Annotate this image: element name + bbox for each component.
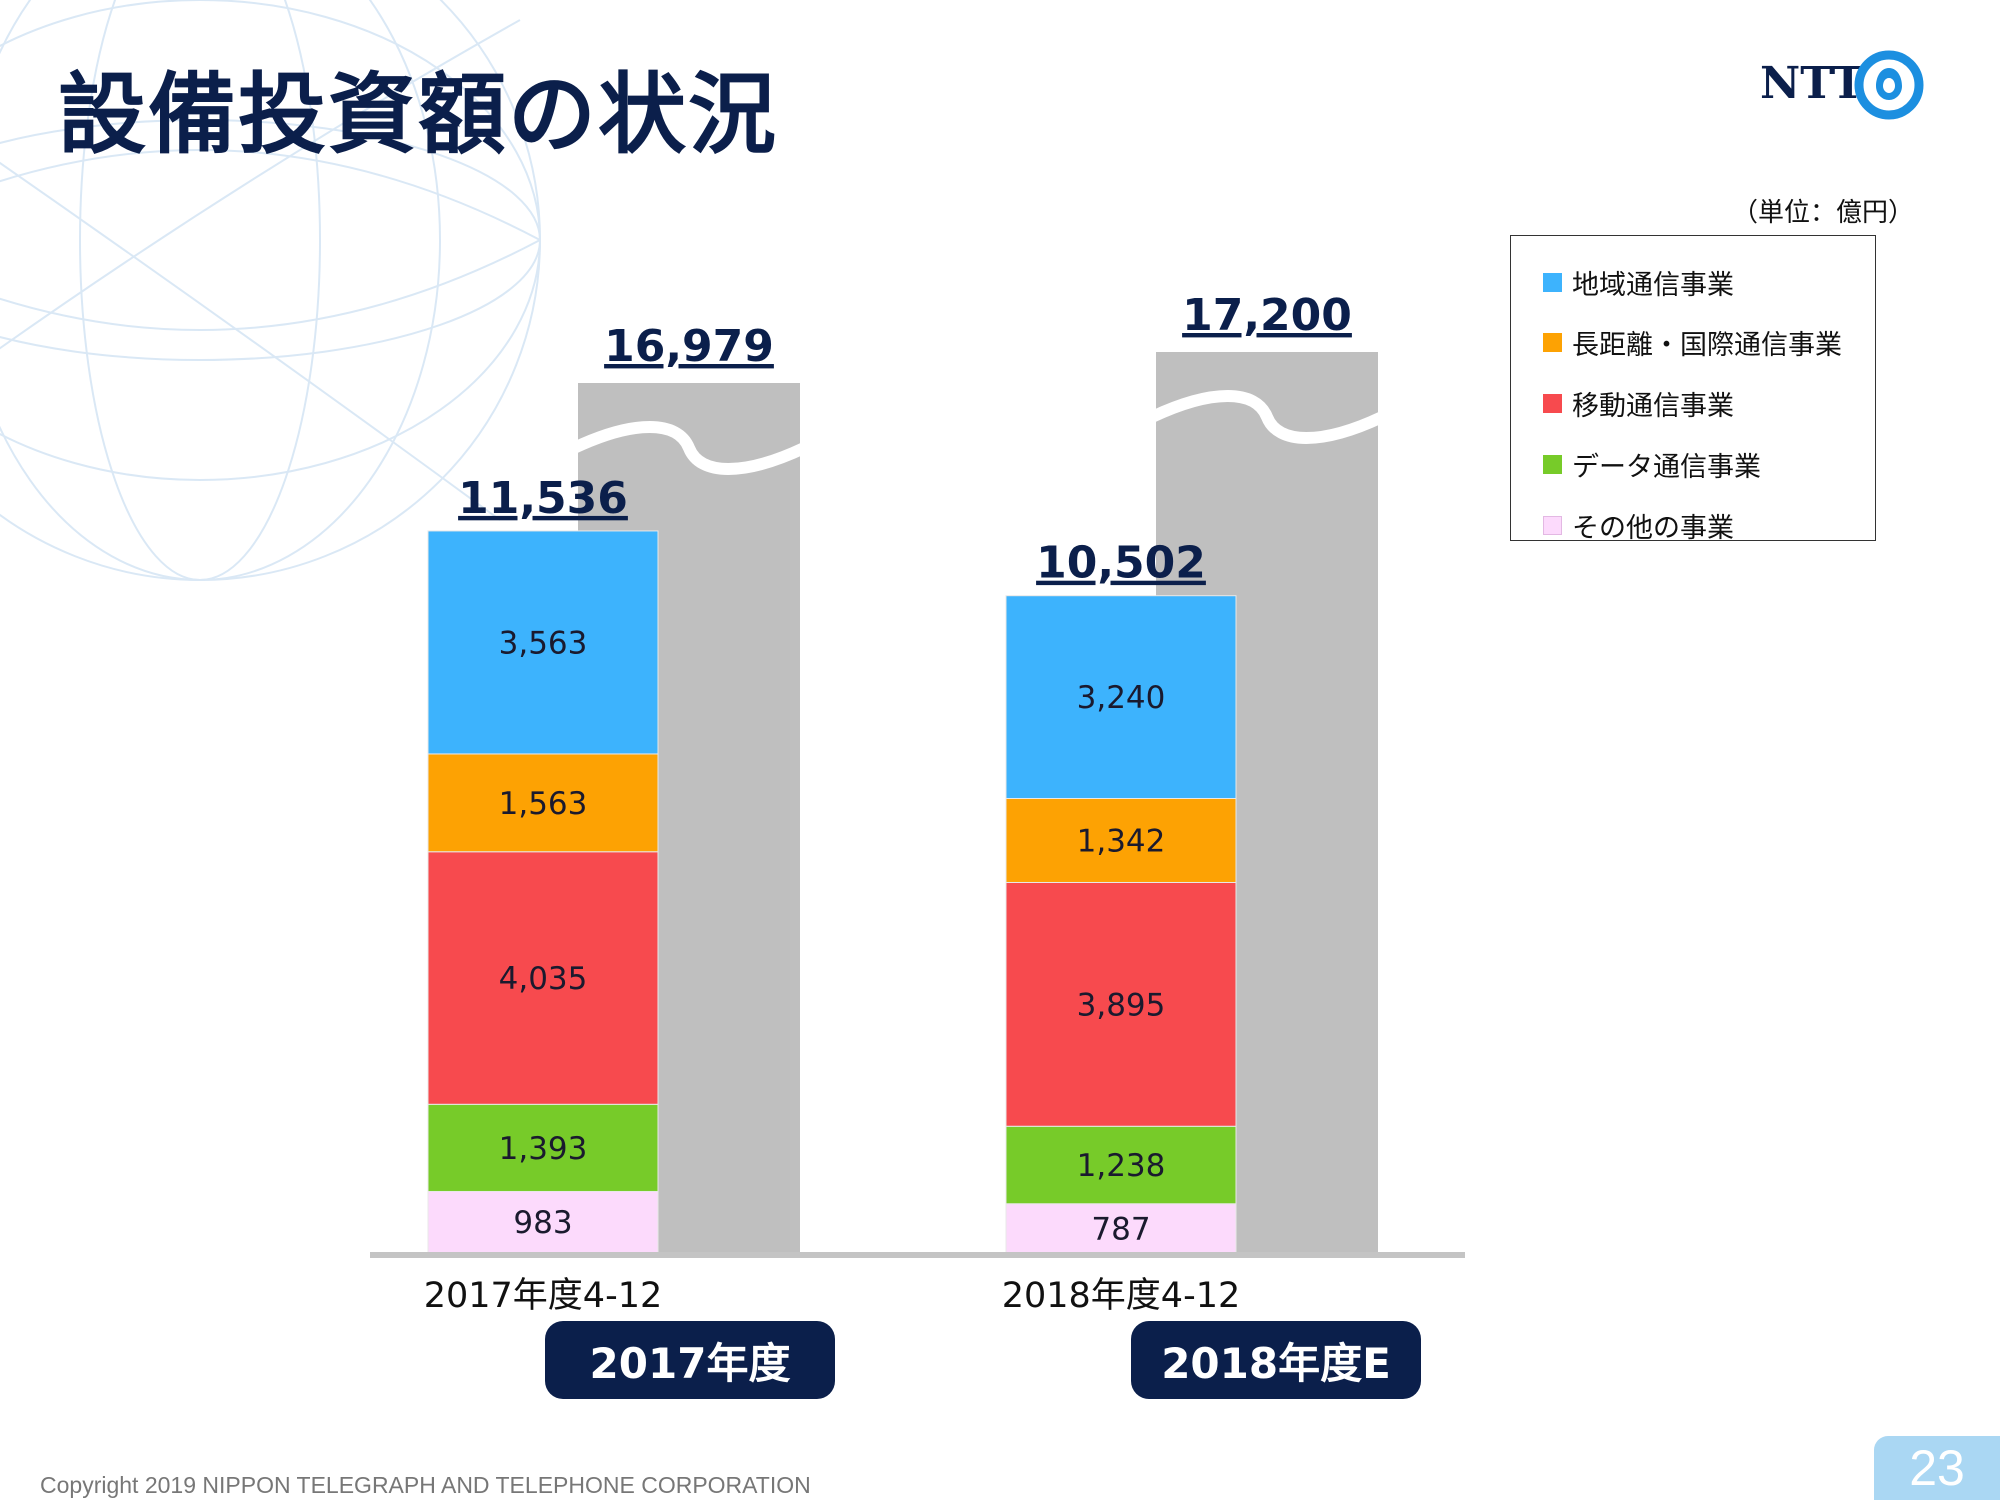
segment-value-label: 787 [1091,1211,1150,1247]
legend-swatch [1543,393,1562,413]
bar-segment [1005,1203,1237,1254]
legend-label: 長距離・国際通信事業 [1572,329,1842,361]
legend-swatch [1543,454,1562,474]
bar-segment [1005,1125,1237,1205]
legend-item: その他の事業 [1543,508,1734,544]
bar-segment [1005,595,1237,799]
bar-segment [427,753,659,853]
segment-value-label: 1,342 [1077,823,1166,859]
legend-swatch [1543,515,1562,535]
full-year-total-label: 17,200 [1182,290,1352,341]
bar-segment [427,1190,659,1254]
copyright: Copyright 2019 NIPPON TELEGRAPH AND TELE… [40,1472,811,1498]
bar-segment [1005,797,1237,883]
category-label: 2018年度4-12 [1002,1276,1241,1316]
axis-break-mark [571,421,807,475]
chart-legend: 地域通信事業 長距離・国際通信事業 移動通信事業 データ通信事業 その他の事業 [1510,235,1876,544]
legend-item: 長距離・国際通信事業 [1543,325,1842,361]
stack-total-label: 11,536 [458,473,628,524]
ntt-logo-mark-icon [1854,50,1924,120]
segment-value-label: 1,238 [1077,1148,1166,1184]
globe-watermark [0,0,541,581]
segment-value-label: 3,240 [1077,680,1166,716]
full-year-total-label: 16,979 [604,321,774,372]
segment-value-label: 1,563 [499,786,588,822]
axis-break-mark [1149,390,1385,444]
bar-segment [427,851,659,1105]
legend-label: 移動通信事業 [1572,390,1734,422]
bar-segment [427,1103,659,1192]
stack-total-label: 10,502 [1036,538,1206,589]
period-pill-2018: 2018年度E [1131,1321,1421,1399]
segment-value-label: 3,895 [1077,987,1166,1023]
period-pill-2017: 2017年度 [545,1321,835,1399]
logo-text: NTT [1760,58,1865,109]
legend-label: データ通信事業 [1572,451,1761,483]
bar-segment [427,530,659,755]
bar-segment [1005,881,1237,1127]
ntt-logo: NTT [1760,48,1950,128]
legend-item: データ通信事業 [1543,447,1761,483]
legend-item: 地域通信事業 [1543,265,1734,301]
segment-value-label: 983 [513,1205,572,1241]
legend-swatch [1543,332,1562,352]
segment-value-label: 3,563 [499,625,588,661]
legend-label: その他の事業 [1572,512,1734,544]
page-number: 23 [1874,1436,2000,1500]
legend-item: 移動通信事業 [1543,386,1734,422]
segment-value-label: 4,035 [499,961,588,997]
legend-swatch [1543,272,1562,292]
page-title: 設備投資額の状況 [58,63,779,166]
unit-label: （単位：億円） [1731,198,1914,228]
legend-label: 地域通信事業 [1572,269,1734,301]
segment-value-label: 1,393 [499,1131,588,1167]
category-label: 2017年度4-12 [424,1276,663,1316]
